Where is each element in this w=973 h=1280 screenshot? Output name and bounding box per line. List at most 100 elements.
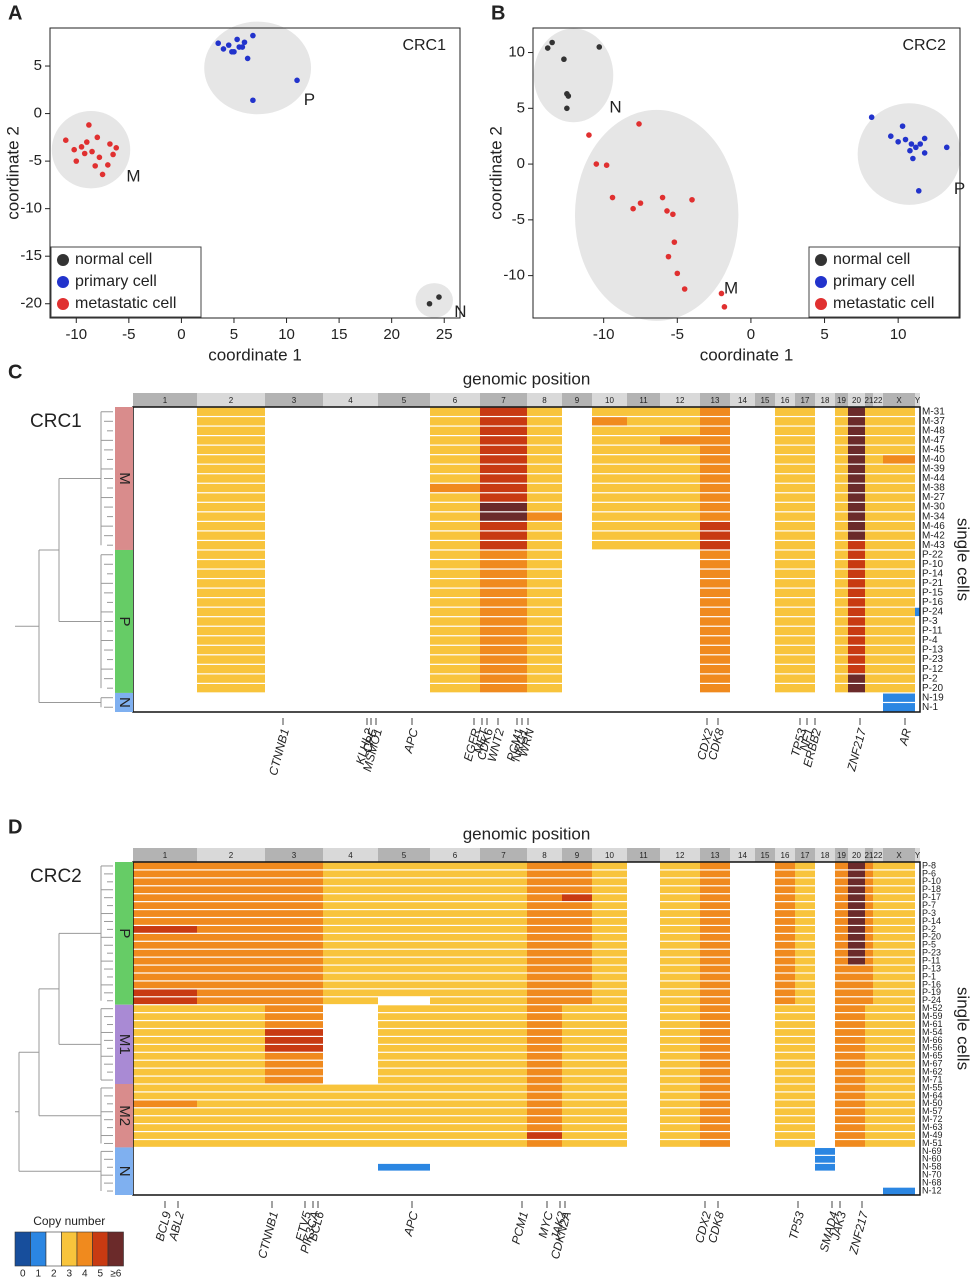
cell: [265, 645, 323, 655]
row-label: M-71: [922, 1074, 943, 1084]
cell: [660, 674, 700, 683]
y-axis-label: single cells: [954, 518, 973, 601]
cell: [480, 1076, 527, 1084]
cell: [265, 569, 323, 578]
chromosome-label: 20: [852, 396, 861, 405]
chromosome-band: [562, 393, 592, 407]
cell: [848, 664, 865, 674]
point: [603, 162, 610, 168]
cell: [265, 493, 323, 502]
cell: [865, 965, 873, 973]
cell: [660, 965, 700, 973]
cell: [378, 989, 430, 997]
cell: [835, 1171, 848, 1179]
cell: [795, 1155, 815, 1163]
cell: [883, 957, 915, 965]
cell: [480, 455, 527, 464]
point: [215, 40, 222, 47]
cell: [883, 1005, 915, 1013]
cell: [480, 926, 527, 933]
cell: [873, 1155, 883, 1163]
chromosome-label: 14: [738, 396, 747, 405]
chromosome-label: 7: [501, 396, 506, 405]
cell: [700, 464, 730, 474]
cell: [700, 1132, 730, 1139]
cell: [815, 965, 835, 973]
cell: [592, 965, 627, 973]
cell: [700, 886, 730, 894]
cell: [323, 541, 378, 550]
cell: [835, 1132, 848, 1139]
cell: [755, 445, 775, 455]
cell: [430, 1068, 480, 1076]
chromosome-label: 11: [639, 851, 648, 860]
cell: [378, 949, 430, 957]
cell: [378, 588, 430, 598]
cell: [700, 941, 730, 949]
cell: [775, 1060, 795, 1068]
legend-swatch: [30, 1231, 47, 1267]
cell: [755, 541, 775, 550]
cell: [865, 598, 873, 607]
cell: [775, 1140, 795, 1147]
cell: [430, 684, 480, 693]
cell: [700, 957, 730, 965]
cell: [848, 933, 865, 941]
cell: [730, 933, 755, 941]
point: [220, 46, 227, 52]
cell: [848, 870, 865, 878]
cell: [865, 579, 873, 588]
cell: [592, 579, 627, 588]
cell: [915, 1163, 920, 1171]
cell: [883, 926, 915, 933]
cell: [848, 1021, 865, 1028]
cell: [775, 474, 795, 483]
cell: [775, 598, 795, 607]
cell: [873, 464, 883, 474]
cell: [592, 455, 627, 464]
cell: [430, 941, 480, 949]
cell: [378, 894, 430, 902]
cell: [133, 455, 197, 464]
cell: [835, 455, 848, 464]
cell: [865, 626, 873, 636]
point: [92, 163, 99, 169]
cell: [378, 474, 430, 483]
cell: [915, 1092, 920, 1100]
row-label: M-56: [922, 1043, 943, 1053]
cell: [430, 989, 480, 997]
cell: [915, 1155, 920, 1163]
row-label: M-42: [922, 530, 945, 541]
cell: [562, 1179, 592, 1187]
cell: [848, 588, 865, 598]
cell: [197, 493, 265, 502]
cell: [562, 918, 592, 925]
cell: [197, 426, 265, 435]
cell: [660, 973, 700, 981]
cell: [323, 902, 378, 909]
row-label: M-57: [922, 1106, 943, 1116]
cell: [527, 989, 562, 997]
row-label: P-2: [922, 924, 936, 934]
cell: [265, 1084, 323, 1092]
cell: [865, 1124, 873, 1131]
cell: [527, 878, 562, 886]
cell: [527, 483, 562, 493]
cell: [795, 870, 815, 878]
cell: [133, 1037, 197, 1044]
cell: [197, 1092, 265, 1100]
cell: [883, 493, 915, 502]
cell: [775, 1068, 795, 1076]
cell: [430, 531, 480, 540]
cell: [430, 981, 480, 989]
chromosome-label: 14: [738, 851, 747, 860]
row-label: N-12: [922, 1185, 942, 1195]
cell: [700, 569, 730, 578]
cell: [323, 981, 378, 989]
cell: [592, 1179, 627, 1187]
cell: [480, 918, 527, 925]
cell: [700, 1021, 730, 1028]
cell: [627, 560, 660, 569]
cell: [848, 1179, 865, 1187]
cell: [815, 1084, 835, 1092]
